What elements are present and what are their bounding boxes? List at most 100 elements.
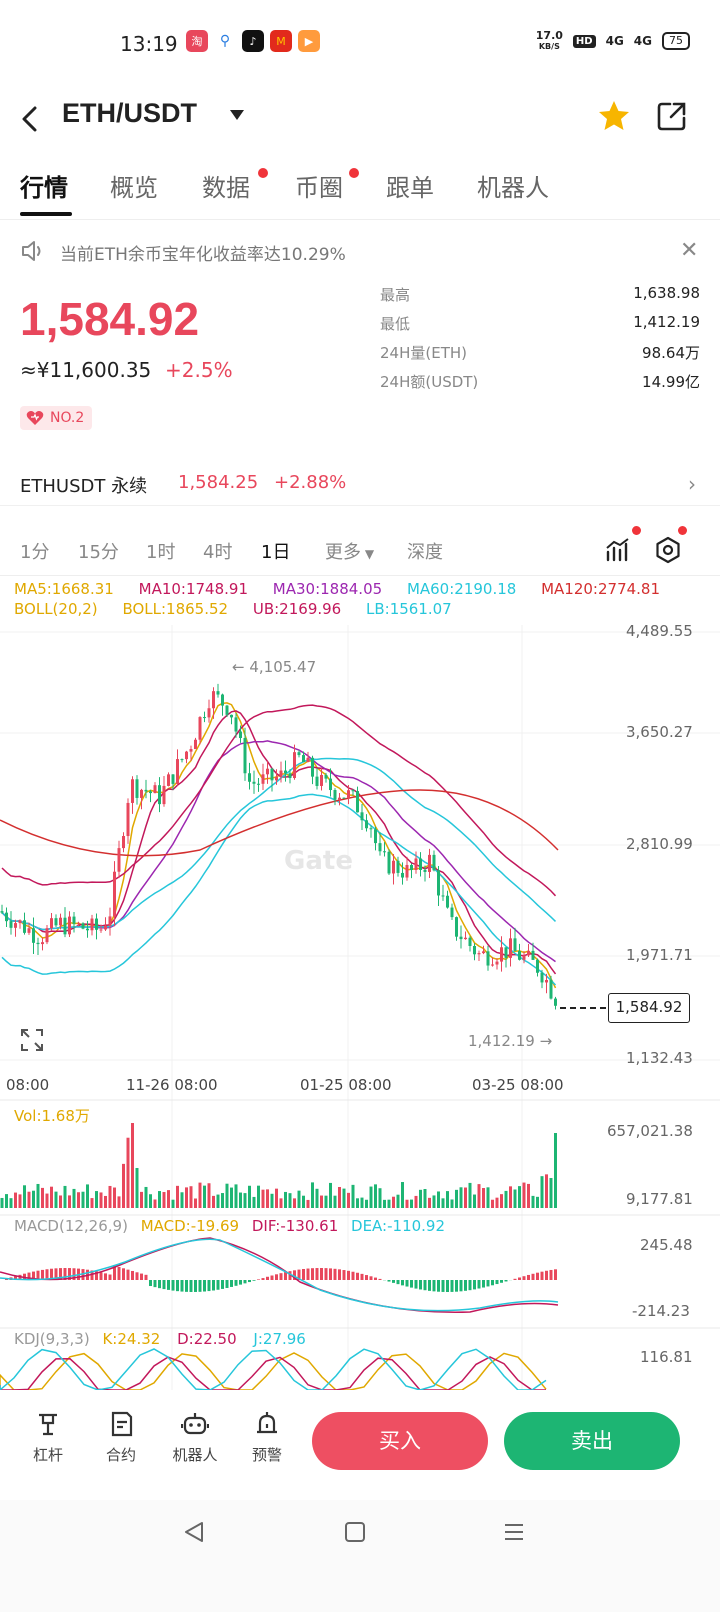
candle-body [45, 928, 49, 943]
ma-legend: MA5:1668.31 MA10:1748.91 MA30:1884.05 MA… [14, 580, 680, 598]
stat-value: 1,638.98 [633, 284, 700, 302]
alert-button[interactable]: 预警 [237, 1410, 297, 1465]
contract-button[interactable]: 合约 [91, 1410, 151, 1465]
macd-bar [513, 1278, 517, 1280]
macd-bar [540, 1271, 544, 1280]
tab-market[interactable]: 行情 [20, 174, 68, 202]
volume-bar [410, 1199, 413, 1208]
macd-bar [275, 1274, 278, 1280]
tab-robot[interactable]: 机器人 [477, 174, 549, 202]
boll-lb-line [1, 793, 557, 986]
volume-bar [536, 1196, 539, 1208]
volume-bar [86, 1184, 89, 1208]
tab-community[interactable]: 币圈 [295, 174, 343, 202]
tf-1h[interactable]: 1时 [146, 542, 176, 563]
hd-badge: HD [572, 34, 596, 48]
macd-bar [378, 1278, 382, 1280]
current-price-tag: 1,584.92 [608, 993, 690, 1023]
tab-data[interactable]: 数据 [202, 174, 250, 202]
header: ETH/USDT [0, 90, 720, 148]
macd-bar [351, 1271, 355, 1280]
tab-overview[interactable]: 概览 [110, 174, 158, 202]
perp-price: 1,584.25 [178, 472, 259, 493]
share-icon[interactable] [656, 100, 688, 132]
price-axis-tick: 3,650.27 [626, 723, 693, 741]
macd-bar [122, 1268, 125, 1280]
tf-1m[interactable]: 1分 [20, 542, 50, 563]
candle-body [387, 851, 391, 874]
kdj-line [0, 1348, 547, 1390]
volume-bar [554, 1133, 557, 1208]
macd-bar [401, 1280, 404, 1286]
volume-bar [261, 1189, 265, 1208]
nav-back-icon[interactable] [182, 1520, 206, 1544]
volume-bar [468, 1182, 472, 1208]
volume-bar [401, 1182, 404, 1208]
candle-body [63, 917, 67, 935]
fullscreen-icon[interactable] [20, 1028, 44, 1052]
macd-bar [171, 1280, 175, 1291]
tf-more[interactable]: 更多 ▼ [325, 542, 375, 563]
volume-bar [36, 1183, 40, 1208]
volume-bar [356, 1198, 359, 1208]
price-axis-tick: 1,971.71 [626, 946, 693, 964]
buy-button[interactable]: 买入 [312, 1412, 488, 1470]
robot-button[interactable]: 机器人 [164, 1410, 226, 1465]
macd-bar [27, 1272, 31, 1280]
perpetual-link-row[interactable]: ETHUSDT 永续 1,584.25 +2.88% › [0, 462, 720, 506]
macd-bar [455, 1280, 458, 1292]
candle-body [419, 858, 422, 870]
volume-bar [365, 1199, 368, 1208]
candle-body [311, 757, 314, 777]
nav-menu-icon[interactable] [502, 1520, 526, 1544]
volume-bar [374, 1184, 377, 1208]
sell-button[interactable]: 卖出 [504, 1412, 680, 1470]
volume-bar [167, 1190, 170, 1208]
candle-body [504, 947, 508, 958]
system-nav-bar [0, 1500, 720, 1612]
volume-bar [117, 1196, 121, 1208]
pair-title[interactable]: ETH/USDT [62, 98, 197, 128]
close-icon[interactable]: ✕ [680, 238, 699, 263]
candle-body [414, 858, 418, 870]
stat-row-amount: 24H额(USDT) 14.99亿 [380, 371, 700, 400]
volume-bar [288, 1193, 292, 1208]
back-arrow-icon[interactable] [14, 102, 48, 136]
macd-bar [293, 1270, 296, 1280]
tf-4h[interactable]: 4时 [203, 542, 233, 563]
nav-home-icon[interactable] [343, 1520, 367, 1544]
tab-copy-trading[interactable]: 跟单 [386, 174, 434, 202]
settings-icon[interactable] [654, 536, 682, 564]
kline-chart[interactable] [0, 620, 720, 1390]
star-icon[interactable] [596, 98, 632, 134]
volume-bar [518, 1186, 521, 1208]
date-axis-tick: 08:00 [6, 1076, 50, 1094]
volume-bar [279, 1198, 283, 1208]
candle-body [500, 947, 503, 962]
macd-bar [203, 1280, 206, 1292]
macd-bar [468, 1280, 472, 1291]
candle-body [0, 911, 4, 913]
status-time: 13:19 [120, 32, 178, 56]
volume-bar [180, 1192, 184, 1208]
macd-bar [333, 1268, 337, 1280]
leverage-button[interactable]: 杠杆 [18, 1410, 78, 1465]
tf-15m[interactable]: 15分 [78, 542, 119, 563]
macd-bar [374, 1277, 377, 1280]
candle-body [306, 757, 310, 762]
notice-banner[interactable]: 当前ETH余币宝年化收益率达10.29% ✕ [0, 232, 720, 272]
tf-1d[interactable]: 1日 [261, 542, 291, 563]
boll-ub-line [1, 704, 557, 897]
indicator-icon[interactable] [604, 536, 632, 564]
caret-down-icon[interactable] [228, 108, 246, 122]
volume-bar [216, 1194, 220, 1208]
volume-bar [329, 1182, 332, 1208]
macd-bar [311, 1268, 314, 1280]
volume-bar [234, 1184, 238, 1208]
ma10-line [1, 710, 557, 975]
rank-badge[interactable]: NO.2 [20, 406, 93, 430]
candle-body [239, 731, 242, 739]
stat-label: 24H额(USDT) [380, 373, 479, 391]
tf-depth[interactable]: 深度 [407, 542, 443, 563]
volume-bar [360, 1197, 364, 1208]
